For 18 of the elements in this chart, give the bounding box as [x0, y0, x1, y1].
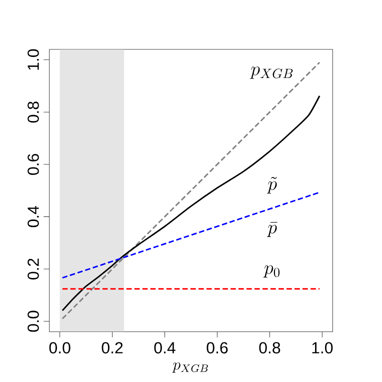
y-tick-label: 0.4 — [28, 206, 39, 228]
y-tick-label: 0.2 — [28, 258, 39, 280]
x-tick-label: 0.4 — [154, 342, 176, 354]
annotation: $p_{XGB}$ — [250, 66, 293, 79]
y-tick-label: 1.0 — [28, 49, 39, 70]
annotation: $p_0$ — [263, 265, 280, 278]
x-tick-label: 0.8 — [259, 342, 280, 354]
annotation: $\bar{p}$ — [267, 222, 278, 238]
x-axis-title: $p_{XGB}$ — [172, 362, 208, 373]
y-tick-label: 0.0 — [28, 310, 39, 332]
x-tick-label: 0.6 — [206, 342, 228, 354]
line-series — [62, 95, 320, 312]
y-tick-label: 0.8 — [28, 102, 39, 123]
annotation: $\tilde{p}$ — [267, 177, 278, 194]
x-tick-label: 0.2 — [102, 342, 123, 354]
x-tick-label: 0.0 — [49, 342, 70, 354]
x-tick-label: 1.0 — [312, 342, 333, 354]
y-tick-label: 0.6 — [28, 154, 39, 175]
